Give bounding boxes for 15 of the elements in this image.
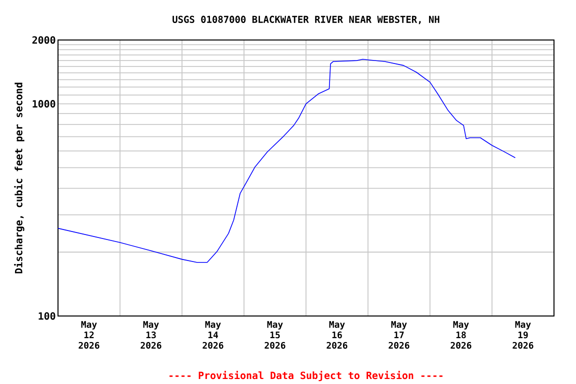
x-tick-label: May 16 2026 [326,320,348,349]
x-tick-label: May 17 2026 [388,320,410,349]
chart-title: USGS 01087000 BLACKWATER RIVER NEAR WEBSTER, NH [172,16,440,24]
x-tick-label: May 13 2026 [140,320,162,349]
y-tick-label: 1000 [32,100,56,108]
y-axis-title: Discharge, cubic feet per second [14,82,24,274]
line-series [58,58,516,263]
y-tick-label: 100 [38,312,56,320]
x-tick-label: May 12 2026 [78,320,100,349]
x-tick-label: May 19 2026 [512,320,534,349]
x-tick-label: May 14 2026 [202,320,224,349]
text: ---- Provisional Data Subject to Revision ---- [170,370,442,381]
y-tick-label: 2000 [32,36,56,44]
x-tick-label: May 18 2026 [450,320,472,349]
x-tick-label: May 15 2026 [264,320,286,349]
